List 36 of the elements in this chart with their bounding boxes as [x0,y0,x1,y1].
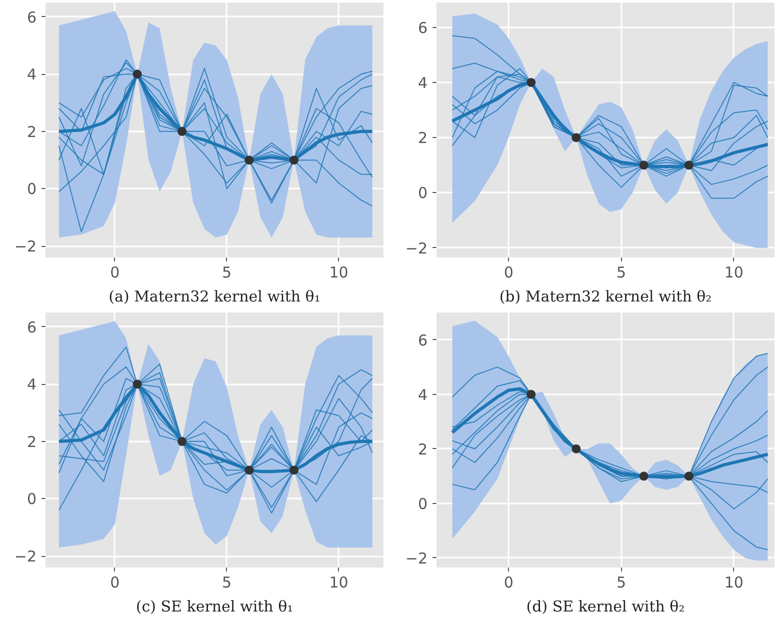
x-tick-label: 10 [724,264,744,282]
x-tick-label: 5 [616,264,626,282]
y-tick-label: 6 [26,8,37,26]
x-tick-label: 0 [504,574,514,592]
y-tick-label: −2 [14,548,37,566]
y-tick-label: 0 [418,494,428,513]
y-tick-label: 0 [26,180,37,198]
y-tick-label: 2 [418,440,428,458]
x-tick-label: 5 [222,574,232,592]
y-tick-label: 6 [26,318,37,336]
y-tick-label: −2 [14,238,37,256]
y-tick-label: 4 [418,74,428,92]
y-tick-label: 2 [418,129,428,148]
x-tick-label: 5 [616,574,626,592]
y-tick-label: 4 [26,376,37,394]
x-tick-label: 0 [110,574,120,592]
text: (c) SE kernel with θ₁ [136,598,294,616]
y-tick-label: 6 [418,331,428,350]
y-tick-label: −2 [405,239,428,258]
y-tick-label: 2 [26,122,37,141]
text: (d) SE kernel with θ₂ [526,598,685,616]
x-tick-label: 10 [724,574,744,592]
x-tick-label: 10 [329,574,348,592]
y-tick-label: 6 [418,18,428,37]
y-tick-label: 4 [418,386,428,404]
x-tick-label: 5 [222,264,232,282]
y-tick-label: 0 [26,490,37,508]
x-tick-label: 0 [110,264,120,282]
text: (b) Matern32 kernel with θ₂ [499,288,712,306]
y-tick-label: 2 [26,432,37,451]
x-tick-label: 10 [329,264,348,282]
x-tick-label: 0 [504,264,514,282]
y-tick-label: 4 [26,66,37,84]
text: (a) Matern32 kernel with θ₁ [108,288,320,306]
y-tick-label: 0 [418,184,428,202]
y-tick-label: −2 [405,549,428,568]
